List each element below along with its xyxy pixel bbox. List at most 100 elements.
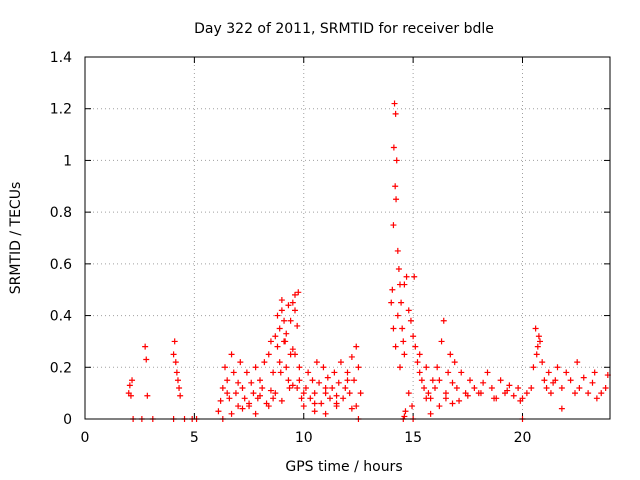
data-point [276,359,283,366]
data-point [530,364,537,371]
data-point [491,395,498,402]
data-point [129,377,136,384]
data-point [402,408,409,415]
y-tick-labels: 0 0.2 0.4 0.6 0.8 1 1.2 1.4 [50,50,72,428]
data-point [277,369,284,376]
data-point [357,390,364,397]
data-point [311,400,318,407]
data-point [403,273,410,280]
y-tick-label: 0.6 [50,257,72,273]
data-point [353,343,360,350]
data-point [340,395,347,402]
data-point [451,359,458,366]
data-point [342,384,349,391]
data-point [252,364,259,371]
data-point [418,377,425,384]
data-point [333,400,340,407]
grid [85,57,610,419]
data-point [300,390,307,397]
data-point [447,351,454,358]
data-point [449,379,456,386]
data-point [246,403,253,410]
data-point [267,387,274,394]
data-point [272,333,279,340]
data-point [302,384,309,391]
data-point [322,390,329,397]
x-tick-label: 5 [190,430,199,446]
data-point [295,289,302,296]
data-point [265,351,272,358]
data-point [285,302,292,309]
data-point [243,369,250,376]
data-point [274,312,281,319]
data-point [421,384,428,391]
data-point [219,384,226,391]
data-point [399,325,406,332]
data-point [316,379,323,386]
data-point [281,317,288,324]
data-point [228,351,235,358]
data-point [477,390,484,397]
data-point [292,307,298,314]
data-point [324,374,331,381]
data-point [484,369,491,376]
data-point [311,390,318,397]
data-point [283,330,290,337]
plot-frame [84,56,611,420]
data-point [445,369,452,376]
x-axis-label: GPS time / hours [285,459,402,475]
data-point [344,369,351,376]
data-point [257,377,263,384]
data-point [543,384,550,391]
data-point [409,403,416,410]
data-point [401,413,408,420]
data-point [296,377,303,384]
data-point [270,369,277,376]
data-point [523,390,530,397]
data-point [436,403,443,410]
data-point [534,343,541,350]
data-point [351,377,358,384]
data-point [453,384,460,391]
data-point [467,377,473,384]
data-point [274,343,281,350]
data-point [539,359,546,366]
data-point [177,392,184,399]
data-point [533,351,540,358]
data-point [397,364,403,371]
data-point [497,377,504,384]
y-tick-label: 0 [63,412,72,428]
data-point [390,144,397,151]
data-point [429,377,436,384]
data-point [237,359,244,366]
data-point [142,343,149,350]
data-point [480,379,487,386]
data-point [410,333,417,340]
data-point [173,369,180,376]
data-point [267,338,274,345]
axis-ticks [84,56,610,420]
data-point [414,359,421,366]
data-point [405,307,412,314]
data-point [318,400,325,407]
data-point [388,299,395,306]
data-point [554,364,561,371]
data-point [331,369,338,376]
data-point [170,351,177,358]
data-point [235,403,242,410]
data-point [506,382,513,389]
data-point [278,397,285,404]
data-point [436,377,443,384]
data-point [412,343,419,350]
data-point [423,395,430,402]
y-tick-label: 1 [63,153,72,169]
data-point [391,100,398,107]
data-point [298,395,305,402]
data-point [289,346,296,353]
data-point [265,403,272,410]
data-point [174,377,181,384]
data-point [541,377,548,384]
data-point [528,384,535,391]
data-point [427,410,434,417]
